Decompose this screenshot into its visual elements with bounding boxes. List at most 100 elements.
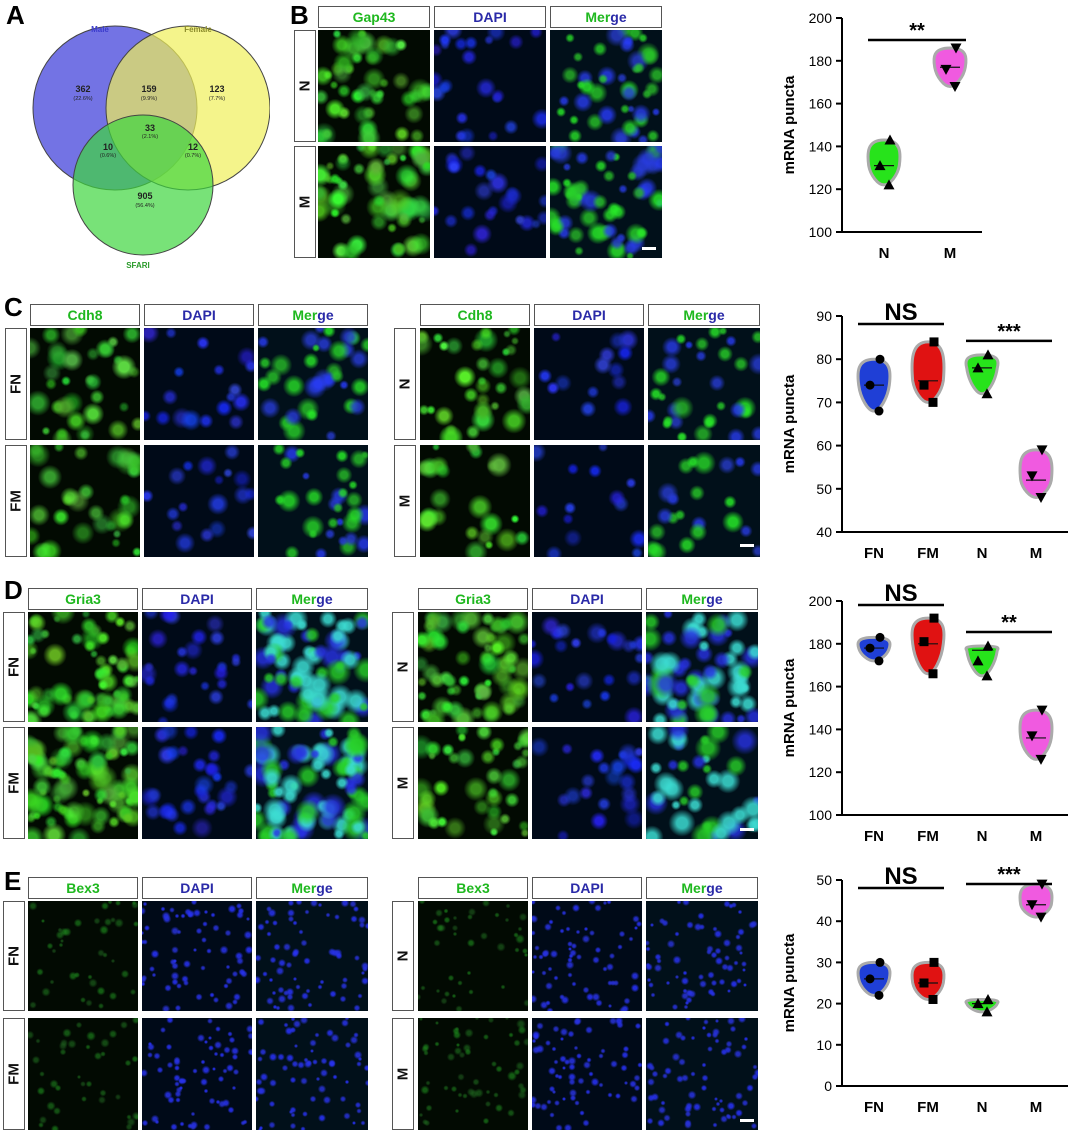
y-tick-label: 40 <box>816 913 832 929</box>
violin-N <box>964 353 1000 396</box>
venn-pct: (56.4%) <box>135 203 154 209</box>
data-point <box>950 43 962 54</box>
micrograph-dapi-fn <box>142 612 252 722</box>
y-tick-label: 120 <box>809 764 833 780</box>
violin-chart-d: 100 120 140 160 180 200 mRNA puncta FN FM N M NS ** <box>781 583 1068 845</box>
micrograph-merge-fn <box>256 612 368 722</box>
micrograph-gria3-m <box>418 727 528 839</box>
header-dapi: DAPI <box>434 6 546 28</box>
micrograph-dapi-n <box>532 901 642 1011</box>
venn-count: 905 <box>137 191 152 201</box>
y-axis-label: mRNA puncta <box>781 658 798 757</box>
row-label-fm: FM <box>3 727 25 839</box>
header-merge: Merge <box>258 304 368 326</box>
data-point <box>982 349 994 360</box>
x-tick-label: FM <box>917 1099 939 1116</box>
data-point <box>1035 492 1047 503</box>
x-tick-label: N <box>977 828 988 845</box>
header-merge: Merge <box>646 588 758 610</box>
data-point <box>982 640 994 651</box>
micrograph-merge-fn <box>256 901 368 1011</box>
header-bex3: Bex3 <box>418 877 528 899</box>
scale-bar <box>642 247 656 250</box>
micrograph-gap43-n <box>318 30 430 142</box>
y-tick-label: 140 <box>809 138 833 154</box>
data-point <box>874 160 886 171</box>
micrograph-merge-n <box>646 612 758 722</box>
y-tick-label: 120 <box>809 181 833 197</box>
data-point <box>928 397 938 407</box>
header-merge: Merge <box>646 877 758 899</box>
data-point <box>972 362 984 373</box>
venn-label-female: Female <box>184 25 212 34</box>
micrograph-dapi-m <box>534 445 644 557</box>
micrograph-merge-m <box>646 1018 758 1130</box>
micrograph-dapi-fm <box>142 727 252 839</box>
venn-count: 10 <box>103 142 113 152</box>
data-point <box>884 134 896 145</box>
micrograph-cdh8-fn <box>30 328 140 440</box>
violin-M <box>1018 708 1054 761</box>
data-point <box>865 380 875 390</box>
data-point <box>865 643 875 653</box>
venn-count: 362 <box>75 84 90 94</box>
violin-N <box>866 138 902 187</box>
row-label-n: N <box>394 328 416 440</box>
header-cdh8: Cdh8 <box>30 304 140 326</box>
row-label-m: M <box>392 727 414 839</box>
x-tick-label: FN <box>864 828 884 845</box>
scale-bar <box>740 828 754 831</box>
data-point <box>1026 900 1038 911</box>
row-label-fn: FN <box>3 612 25 722</box>
data-point <box>1036 705 1048 716</box>
y-tick-label: 20 <box>816 996 832 1012</box>
violin-N <box>964 644 1000 678</box>
y-tick-label: 180 <box>809 53 833 69</box>
significance-label: ** <box>909 20 925 42</box>
y-tick-label: 90 <box>816 308 832 324</box>
micrograph-dapi-n <box>532 612 642 722</box>
x-tick-label: N <box>977 545 988 562</box>
data-point <box>874 406 884 416</box>
micrograph-dapi-n <box>534 328 644 440</box>
x-tick-label: M <box>1030 545 1043 562</box>
micrograph-cdh8-n <box>420 328 530 440</box>
row-label-m: M <box>392 1018 414 1130</box>
micrograph-dapi-fn <box>142 901 252 1011</box>
data-point <box>865 974 875 984</box>
panel-letter-c: C <box>4 292 23 322</box>
y-tick-label: 100 <box>809 224 833 240</box>
micrograph-merge-fm <box>256 1018 368 1130</box>
data-point <box>940 64 952 75</box>
micrograph-merge-n <box>648 328 760 440</box>
y-tick-label: 50 <box>816 481 832 497</box>
data-point <box>874 990 884 1000</box>
venn-count: 12 <box>188 142 198 152</box>
data-point <box>949 81 961 92</box>
y-axis-label: mRNA puncta <box>781 933 798 1032</box>
panel-letter-e: E <box>4 866 22 896</box>
micrograph-gria3-fn <box>28 612 138 722</box>
data-point <box>1035 754 1047 765</box>
venn-pct: (22.6%) <box>73 96 92 102</box>
micrograph-dapi-m <box>434 146 546 258</box>
y-tick-label: 50 <box>816 872 832 888</box>
row-label-fn: FN <box>5 328 27 440</box>
header-gria3: Gria3 <box>418 588 528 610</box>
significance-label: *** <box>997 864 1021 886</box>
micrograph-merge-fm <box>256 727 368 839</box>
header-cdh8: Cdh8 <box>420 304 530 326</box>
scale-bar <box>740 544 754 547</box>
row-label-m: M <box>294 146 316 258</box>
data-point <box>981 670 993 681</box>
row-label-fm: FM <box>3 1018 25 1130</box>
violin-FM <box>910 340 946 404</box>
row-label-m: M <box>394 445 416 557</box>
micrograph-gap43-m <box>318 146 430 258</box>
micrograph-merge-m <box>550 146 662 258</box>
data-point <box>928 669 938 679</box>
data-point <box>875 632 885 642</box>
data-point <box>981 388 993 399</box>
significance-label: *** <box>997 321 1021 343</box>
row-label-n: N <box>392 612 414 722</box>
